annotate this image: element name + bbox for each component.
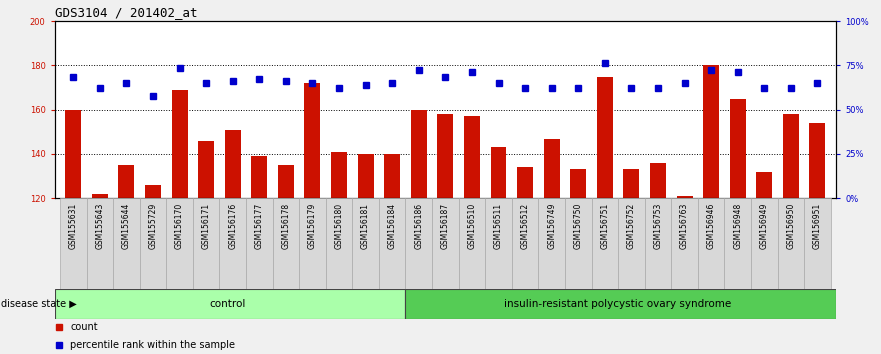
Bar: [650, 163, 666, 198]
Bar: [485, 198, 512, 289]
Bar: [645, 198, 671, 289]
Bar: [172, 90, 188, 198]
Bar: [756, 172, 773, 198]
Bar: [724, 198, 751, 289]
Text: insulin-resistant polycystic ovary syndrome: insulin-resistant polycystic ovary syndr…: [505, 298, 732, 309]
Bar: [783, 114, 799, 198]
Bar: [544, 138, 559, 198]
Text: GSM156752: GSM156752: [627, 203, 636, 249]
Bar: [512, 198, 538, 289]
Text: GSM155631: GSM155631: [69, 203, 78, 249]
Bar: [618, 198, 645, 289]
Text: GSM156751: GSM156751: [600, 203, 610, 249]
Bar: [278, 165, 294, 198]
Bar: [491, 147, 507, 198]
Bar: [810, 123, 825, 198]
Bar: [225, 130, 241, 198]
Bar: [352, 198, 379, 289]
Bar: [778, 198, 804, 289]
Text: GSM156181: GSM156181: [361, 203, 370, 249]
Bar: [140, 198, 167, 289]
Bar: [379, 198, 405, 289]
Bar: [671, 198, 698, 289]
Bar: [193, 198, 219, 289]
Bar: [703, 65, 719, 198]
Bar: [92, 194, 107, 198]
Text: GSM156171: GSM156171: [202, 203, 211, 249]
Bar: [565, 198, 591, 289]
Bar: [331, 152, 347, 198]
Bar: [698, 198, 724, 289]
Text: GSM156184: GSM156184: [388, 203, 396, 249]
Bar: [65, 110, 81, 198]
Bar: [677, 196, 692, 198]
Bar: [113, 198, 140, 289]
Bar: [358, 154, 374, 198]
Bar: [596, 76, 613, 198]
Bar: [591, 198, 618, 289]
Text: percentile rank within the sample: percentile rank within the sample: [70, 340, 235, 350]
Text: GSM156951: GSM156951: [813, 203, 822, 249]
Text: GSM156180: GSM156180: [335, 203, 344, 249]
Text: GSM156512: GSM156512: [521, 203, 529, 249]
Text: GDS3104 / 201402_at: GDS3104 / 201402_at: [55, 6, 197, 19]
Text: GSM155729: GSM155729: [149, 203, 158, 249]
Text: GSM156178: GSM156178: [281, 203, 291, 249]
Bar: [464, 116, 480, 198]
Bar: [219, 198, 246, 289]
Text: GSM156187: GSM156187: [440, 203, 450, 249]
Text: GSM156749: GSM156749: [547, 203, 556, 249]
Bar: [55, 289, 405, 319]
Text: GSM156949: GSM156949: [759, 203, 769, 249]
Text: GSM156948: GSM156948: [733, 203, 742, 249]
Bar: [145, 185, 161, 198]
Bar: [326, 198, 352, 289]
Text: GSM156763: GSM156763: [680, 203, 689, 249]
Text: GSM156179: GSM156179: [308, 203, 317, 249]
Bar: [86, 198, 113, 289]
Bar: [624, 170, 640, 198]
Bar: [300, 198, 326, 289]
Bar: [570, 170, 586, 198]
Bar: [804, 198, 831, 289]
Bar: [411, 110, 426, 198]
Bar: [272, 198, 300, 289]
Text: count: count: [70, 322, 98, 332]
Bar: [246, 198, 272, 289]
Text: GSM155644: GSM155644: [122, 203, 131, 249]
Text: GSM156170: GSM156170: [175, 203, 184, 249]
Text: GSM155643: GSM155643: [95, 203, 104, 249]
Bar: [729, 99, 745, 198]
Bar: [538, 198, 565, 289]
Text: GSM156176: GSM156176: [228, 203, 237, 249]
Bar: [60, 198, 86, 289]
Bar: [118, 165, 135, 198]
Text: GSM156946: GSM156946: [707, 203, 715, 249]
Bar: [437, 114, 454, 198]
Text: control: control: [209, 298, 246, 309]
Bar: [251, 156, 267, 198]
Bar: [459, 198, 485, 289]
Text: GSM156511: GSM156511: [494, 203, 503, 249]
Text: GSM156750: GSM156750: [574, 203, 582, 249]
Text: disease state ▶: disease state ▶: [1, 299, 77, 309]
Text: GSM156510: GSM156510: [468, 203, 477, 249]
Bar: [305, 83, 321, 198]
Bar: [517, 167, 533, 198]
Bar: [405, 198, 432, 289]
Bar: [198, 141, 214, 198]
Bar: [405, 289, 836, 319]
Bar: [751, 198, 778, 289]
Bar: [432, 198, 459, 289]
Text: GSM156753: GSM156753: [654, 203, 663, 249]
Text: GSM156177: GSM156177: [255, 203, 263, 249]
Bar: [167, 198, 193, 289]
Bar: [384, 154, 400, 198]
Text: GSM156950: GSM156950: [787, 203, 796, 249]
Text: GSM156186: GSM156186: [414, 203, 423, 249]
